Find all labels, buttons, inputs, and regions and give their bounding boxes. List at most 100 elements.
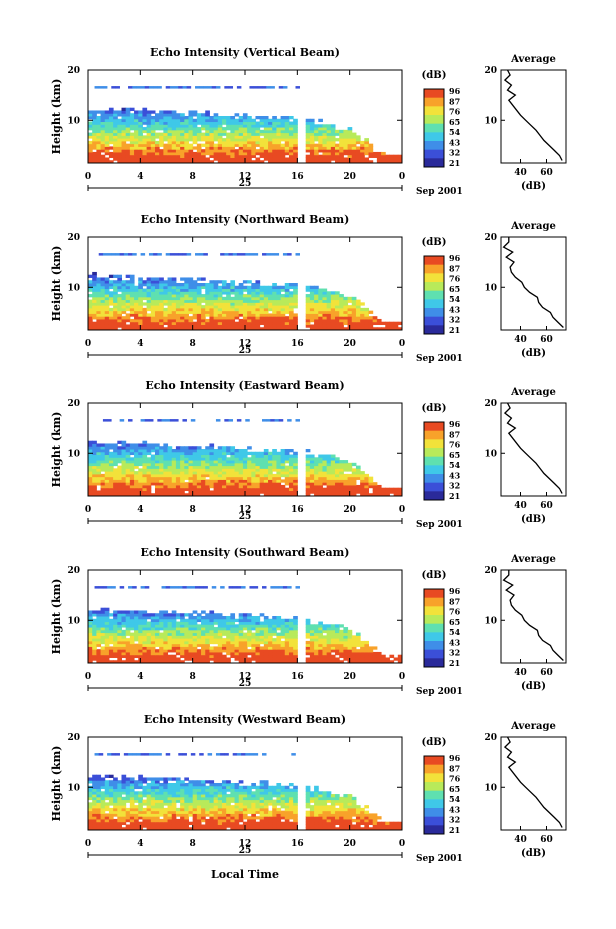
y-axis-label: Height (km)	[50, 746, 63, 822]
y-axis-label: Height (km)	[50, 246, 63, 322]
panel-5: Echo Intensity (Westward Beam) 0 4 8 12 16 20 0…	[50, 713, 567, 864]
x-tick-label: 8	[190, 672, 196, 682]
x-tick-label: 12	[239, 505, 252, 515]
y-tick-label: 10	[67, 283, 80, 293]
colorbar-swatch	[424, 273, 444, 283]
inset-x-tick-label: 60	[540, 501, 553, 511]
x-tick-label: 4	[137, 172, 143, 182]
colorbar-tick-label: 96	[449, 586, 461, 596]
colorbar-unit: (dB)	[422, 570, 447, 581]
x-tick-label: 12	[239, 339, 252, 349]
panel-2: Echo Intensity (Northward Beam) 0 4 8 12 16 20…	[50, 213, 567, 364]
day-label: 25	[239, 679, 252, 689]
colorbar-tick-label: 65	[449, 617, 460, 627]
x-tick-label: 20	[343, 672, 356, 682]
colorbar-tick-label: 76	[449, 274, 461, 284]
inset-y-tick-label: 20	[484, 566, 497, 576]
panel-title: Echo Intensity (Eastward Beam)	[145, 379, 344, 392]
colorbar-swatch	[424, 641, 444, 651]
colorbar-swatch	[424, 790, 444, 800]
date-label: Sep 2001	[416, 187, 463, 197]
inset-xlabel: (dB)	[521, 848, 546, 859]
x-tick-label: 8	[190, 172, 196, 182]
x-tick-label: 16	[291, 339, 304, 349]
x-tick-label: 0	[399, 672, 405, 682]
colorbar-swatch	[424, 89, 444, 99]
x-tick-label: 20	[343, 172, 356, 182]
colorbar-swatch	[424, 308, 444, 318]
inset-x-tick-label: 40	[514, 501, 527, 511]
colorbar-tick-label: 96	[449, 253, 461, 263]
heatmap-image	[88, 586, 402, 663]
x-tick-label: 20	[343, 505, 356, 515]
colorbar-swatch	[424, 132, 444, 142]
colorbar-tick-label: 43	[449, 637, 461, 647]
colorbar-tick-label: 21	[449, 158, 460, 168]
inset-profile-line	[503, 736, 563, 828]
y-tick-label: 10	[67, 449, 80, 459]
colorbar-swatch	[424, 299, 444, 309]
inset-title: Average	[510, 54, 556, 65]
inset-y-tick-label: 20	[484, 733, 497, 743]
colorbar-swatch	[424, 123, 444, 133]
colorbar-swatch	[424, 282, 444, 292]
colorbar-tick-label: 43	[449, 804, 461, 814]
inset-xlabel: (dB)	[521, 181, 546, 192]
x-tick-label: 4	[137, 839, 143, 849]
colorbar-tick-label: 32	[449, 481, 460, 491]
x-tick-label: 20	[343, 839, 356, 849]
y-axis-label: Height (km)	[50, 579, 63, 655]
day-label: 25	[239, 846, 252, 856]
colorbar-tick-label: 43	[449, 304, 461, 314]
heatmap-image	[88, 419, 402, 496]
y-axis-label: Height (km)	[50, 412, 63, 488]
colorbar-tick-label: 21	[449, 825, 460, 835]
panel-title: Echo Intensity (Southward Beam)	[141, 546, 350, 559]
x-tick-label: 0	[399, 505, 405, 515]
colorbar-tick-label: 87	[449, 263, 460, 273]
inset-x-tick-label: 60	[540, 668, 553, 678]
heatmap-image	[88, 753, 402, 830]
colorbar-tick-label: 87	[449, 96, 460, 106]
y-tick-label: 10	[67, 116, 80, 126]
colorbar-swatch	[424, 482, 444, 492]
colorbar-swatch	[424, 256, 444, 266]
panel-4: Echo Intensity (Southward Beam) 0 4 8 12 16 20…	[50, 546, 567, 697]
colorbar-tick-label: 65	[449, 784, 460, 794]
inset-frame	[500, 236, 567, 331]
colorbar-unit: (dB)	[422, 737, 447, 748]
y-tick-label: 20	[67, 733, 80, 743]
inset-x-tick-label: 60	[540, 835, 553, 845]
colorbar-tick-label: 76	[449, 107, 461, 117]
y-tick-label: 20	[67, 566, 80, 576]
colorbar-tick-label: 87	[449, 763, 460, 773]
y-tick-label: 20	[67, 66, 80, 76]
x-tick-label: 8	[190, 505, 196, 515]
colorbar-swatch	[424, 649, 444, 659]
x-tick-label: 16	[291, 672, 304, 682]
colorbar-tick-label: 54	[449, 460, 461, 470]
date-label: Sep 2001	[416, 354, 463, 364]
colorbar-swatch	[424, 606, 444, 616]
inset-xlabel: (dB)	[521, 514, 546, 525]
x-tick-label: 0	[85, 172, 91, 182]
colorbar-tick-label: 21	[449, 325, 460, 335]
x-tick-label: 12	[239, 672, 252, 682]
x-axis-label: Local Time	[211, 868, 279, 881]
colorbar-swatch	[424, 782, 444, 792]
colorbar-tick-label: 21	[449, 491, 460, 501]
x-tick-label: 0	[85, 505, 91, 515]
colorbar-unit: (dB)	[422, 70, 447, 81]
colorbar-tick-label: 54	[449, 794, 461, 804]
y-axis-label: Height (km)	[50, 79, 63, 155]
date-label: Sep 2001	[416, 520, 463, 530]
inset-frame	[500, 736, 567, 831]
inset-profile-line	[503, 402, 563, 494]
inset-y-tick-label: 20	[484, 66, 497, 76]
inset-y-tick-label: 10	[484, 783, 497, 793]
inset-profile-line	[502, 570, 564, 661]
colorbar-tick-label: 65	[449, 284, 460, 294]
colorbar-swatch	[424, 430, 444, 440]
colorbar-swatch	[424, 465, 444, 475]
